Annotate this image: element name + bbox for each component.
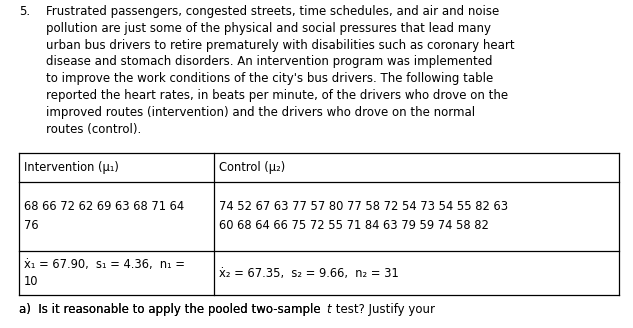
Text: a)  Is it reasonable to apply the pooled two-sample: a) Is it reasonable to apply the pooled … (19, 303, 324, 316)
Text: Control (μ₂): Control (μ₂) (219, 161, 285, 174)
Text: 10: 10 (24, 275, 39, 288)
Text: a)  Is it reasonable to apply the pooled two-sample: a) Is it reasonable to apply the pooled … (19, 303, 324, 316)
Text: 60 68 64 66 75 72 55 71 84 63 79 59 74 58 82: 60 68 64 66 75 72 55 71 84 63 79 59 74 5… (219, 219, 489, 233)
Text: test? Justify your: test? Justify your (332, 303, 435, 316)
Text: ẋ₂ = 67.35,  s₂ = 9.66,  n₂ = 31: ẋ₂ = 67.35, s₂ = 9.66, n₂ = 31 (219, 267, 399, 279)
Text: ẋ₁ = 67.90,  s₁ = 4.36,  n₁ =: ẋ₁ = 67.90, s₁ = 4.36, n₁ = (24, 258, 185, 271)
Text: Frustrated passengers, congested streets, time schedules, and air and noise
poll: Frustrated passengers, congested streets… (46, 5, 514, 135)
Text: 74 52 67 63 77 57 80 77 58 72 54 73 54 55 82 63: 74 52 67 63 77 57 80 77 58 72 54 73 54 5… (219, 200, 508, 214)
Text: t: t (326, 303, 330, 316)
Text: 5.: 5. (19, 5, 30, 18)
Text: 76: 76 (24, 219, 39, 233)
Text: Intervention (μ₁): Intervention (μ₁) (24, 161, 119, 174)
Text: 68 66 72 62 69 63 68 71 64: 68 66 72 62 69 63 68 71 64 (24, 200, 184, 214)
